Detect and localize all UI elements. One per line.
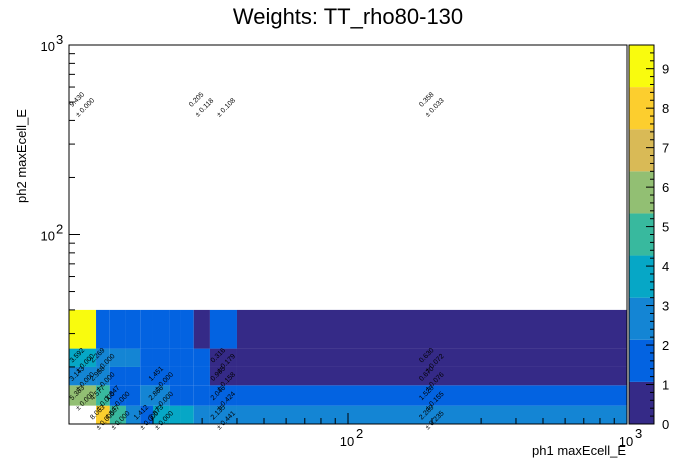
heatmap-cell-14 (140, 385, 153, 406)
z-tick-label-5: 5 (662, 220, 669, 235)
heatmap-cell-11 (96, 385, 110, 406)
heatmap-cell-25 (140, 366, 153, 386)
y-tick-label-0: 10 (41, 229, 55, 244)
heatmap-cell-10 (69, 385, 97, 406)
heatmap-cell-27 (169, 366, 181, 386)
color-scale-band-0 (629, 381, 654, 424)
x-tick-exp-1: 3 (635, 426, 642, 441)
heatmap-cell-24 (125, 366, 141, 386)
z-tick-label-1: 1 (662, 378, 669, 393)
heatmap-cell-31 (236, 366, 627, 386)
heatmap-cell-13 (125, 385, 141, 406)
color-scale-band-4 (629, 213, 654, 256)
y-tick-exp-0: 2 (56, 222, 63, 237)
z-tick-label-3: 3 (662, 299, 669, 314)
heatmap-cell-32 (69, 348, 97, 367)
heatmap-cell-6 (180, 405, 194, 424)
heatmap-cell-12 (109, 385, 126, 406)
heatmap-cell-22 (96, 366, 110, 386)
heatmap-cell-43 (69, 309, 97, 349)
z-tick-label-4: 4 (662, 259, 669, 274)
z-tick-label-8: 8 (662, 101, 669, 116)
color-scale (629, 45, 654, 424)
color-scale-band-5 (629, 171, 654, 214)
y-axis-label: ph2 maxEcell_E (14, 109, 29, 203)
heatmap-cell-18 (193, 385, 210, 406)
heatmap-cell-16 (169, 385, 181, 406)
x-tick-exp-0: 2 (356, 426, 363, 441)
heatmap-cell-39 (180, 348, 194, 367)
x-tick-label-1: 10 (619, 434, 633, 449)
heatmap-cell-17 (180, 385, 194, 406)
heatmap-cell-49 (169, 309, 181, 349)
heatmap-cell-46 (125, 309, 141, 349)
heatmap-cell-45 (109, 309, 126, 349)
heatmap-cell-38 (169, 348, 181, 367)
heatmap-cell-0 (96, 405, 110, 424)
color-scale-band-1 (629, 339, 654, 382)
heatmap-cell-23 (109, 366, 126, 386)
heatmap-cell-34 (109, 348, 126, 367)
z-tick-label-9: 9 (662, 62, 669, 77)
y-tick-exp-1: 3 (56, 32, 63, 47)
x-axis-label: ph1 maxEcell_E (532, 443, 626, 458)
heatmap-cell-9 (236, 405, 627, 424)
heatmap-cell-40 (193, 348, 210, 367)
heatmap-cell-30 (209, 366, 237, 386)
heatmap-cell-29 (193, 366, 210, 386)
heatmap-cell-33 (96, 348, 110, 367)
heatmap-cell-47 (140, 309, 153, 349)
heatmap-cell-50 (180, 309, 194, 349)
heatmap-cell-37 (152, 348, 170, 367)
heatmap-cell-1 (109, 405, 126, 424)
chart-title: Weights: TT_rho80-130 (233, 4, 463, 29)
heatmap-cell-51 (193, 309, 210, 349)
heatmap-cell-42 (236, 348, 627, 367)
heatmap-cell-28 (180, 366, 194, 386)
color-scale-band-6 (629, 129, 654, 172)
z-tick-label-7: 7 (662, 141, 669, 156)
heatmap-cell-8 (209, 405, 237, 424)
color-scale-band-3 (629, 255, 654, 298)
heatmap-cell-44 (96, 309, 110, 349)
z-tick-label-6: 6 (662, 180, 669, 195)
cell-error-52: ± 0.108 (216, 97, 238, 119)
color-scale-ticks: 0 1 2 3 4 5 6 7 8 9 (646, 44, 669, 432)
z-tick-label-0: 0 (662, 417, 669, 432)
heatmap-cell-5 (169, 405, 181, 424)
y-tick-label-1: 10 (41, 39, 55, 54)
heatmap-cell-53 (236, 309, 627, 349)
heatmap-cell-26 (152, 366, 170, 386)
heatmap-cell-19 (209, 385, 237, 406)
heatmap-cell-3 (140, 405, 153, 424)
heatmap-cell-41 (209, 348, 237, 367)
x-tick-label-0: 10 (340, 434, 354, 449)
heatmap-cell-21 (69, 366, 97, 386)
heatmap-cell-36 (140, 348, 153, 367)
heatmap-cell-35 (125, 348, 141, 367)
heatmap-cell-15 (152, 385, 170, 406)
color-scale-band-2 (629, 297, 654, 340)
color-scale-band-8 (629, 45, 654, 88)
heatmap-cell-48 (152, 309, 170, 349)
heatmap-cells (69, 309, 627, 424)
heatmap-cell-2 (125, 405, 141, 424)
heatmap-cell-20 (236, 385, 627, 406)
heatmap-cell-7 (193, 405, 210, 424)
heatmap-cell-4 (152, 405, 170, 424)
z-tick-label-2: 2 (662, 338, 669, 353)
heatmap-cell-52 (209, 309, 237, 349)
